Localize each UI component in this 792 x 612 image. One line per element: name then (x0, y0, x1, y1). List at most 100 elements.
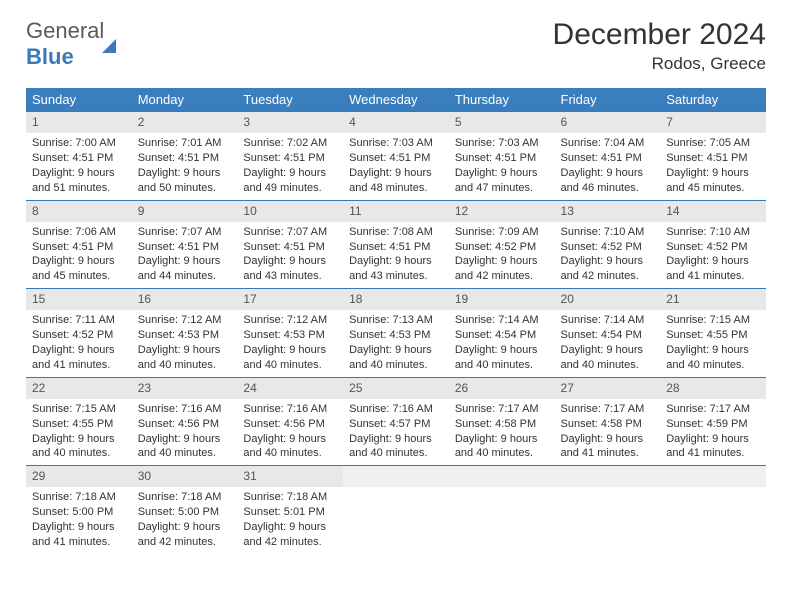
calendar-head: SundayMondayTuesdayWednesdayThursdayFrid… (26, 88, 766, 112)
calendar-day-cell: 14Sunrise: 7:10 AMSunset: 4:52 PMDayligh… (660, 200, 766, 289)
calendar-day-cell: 5Sunrise: 7:03 AMSunset: 4:51 PMDaylight… (449, 112, 555, 201)
day-number-bar: 9 (132, 201, 238, 222)
day-content: Sunrise: 7:18 AMSunset: 5:01 PMDaylight:… (237, 487, 343, 553)
day-content: Sunrise: 7:02 AMSunset: 4:51 PMDaylight:… (237, 133, 343, 199)
calendar-week-row: 1Sunrise: 7:00 AMSunset: 4:51 PMDaylight… (26, 112, 766, 201)
day-content: Sunrise: 7:17 AMSunset: 4:58 PMDaylight:… (555, 399, 661, 465)
day-number-bar: 6 (555, 112, 661, 133)
day-content: Sunrise: 7:06 AMSunset: 4:51 PMDaylight:… (26, 222, 132, 288)
calendar-day-cell: 13Sunrise: 7:10 AMSunset: 4:52 PMDayligh… (555, 200, 661, 289)
day-number-bar: 3 (237, 112, 343, 133)
calendar-day-cell: 24Sunrise: 7:16 AMSunset: 4:56 PMDayligh… (237, 377, 343, 466)
day-number-bar: 21 (660, 289, 766, 310)
day-content: Sunrise: 7:04 AMSunset: 4:51 PMDaylight:… (555, 133, 661, 199)
calendar-day-cell: 22Sunrise: 7:15 AMSunset: 4:55 PMDayligh… (26, 377, 132, 466)
day-content: Sunrise: 7:03 AMSunset: 4:51 PMDaylight:… (449, 133, 555, 199)
day-number-bar: 19 (449, 289, 555, 310)
day-number-bar: 4 (343, 112, 449, 133)
calendar-day-cell: 26Sunrise: 7:17 AMSunset: 4:58 PMDayligh… (449, 377, 555, 466)
day-number-bar: 8 (26, 201, 132, 222)
day-number-bar (555, 466, 661, 487)
day-header: Sunday (26, 88, 132, 112)
day-content: Sunrise: 7:17 AMSunset: 4:58 PMDaylight:… (449, 399, 555, 465)
day-number-bar: 28 (660, 378, 766, 399)
day-content: Sunrise: 7:10 AMSunset: 4:52 PMDaylight:… (660, 222, 766, 288)
calendar-day-cell: 28Sunrise: 7:17 AMSunset: 4:59 PMDayligh… (660, 377, 766, 466)
day-number-bar: 30 (132, 466, 238, 487)
logo: General Blue (26, 18, 116, 70)
day-content: Sunrise: 7:15 AMSunset: 4:55 PMDaylight:… (660, 310, 766, 376)
day-number-bar: 2 (132, 112, 238, 133)
day-content: Sunrise: 7:00 AMSunset: 4:51 PMDaylight:… (26, 133, 132, 199)
day-content: Sunrise: 7:07 AMSunset: 4:51 PMDaylight:… (132, 222, 238, 288)
day-number-bar (449, 466, 555, 487)
day-number-bar: 16 (132, 289, 238, 310)
day-content (660, 487, 766, 537)
calendar-day-cell: 15Sunrise: 7:11 AMSunset: 4:52 PMDayligh… (26, 289, 132, 378)
day-content: Sunrise: 7:11 AMSunset: 4:52 PMDaylight:… (26, 310, 132, 376)
calendar-day-cell: 12Sunrise: 7:09 AMSunset: 4:52 PMDayligh… (449, 200, 555, 289)
day-content: Sunrise: 7:16 AMSunset: 4:56 PMDaylight:… (237, 399, 343, 465)
calendar-day-cell: 30Sunrise: 7:18 AMSunset: 5:00 PMDayligh… (132, 466, 238, 554)
calendar-day-cell: 20Sunrise: 7:14 AMSunset: 4:54 PMDayligh… (555, 289, 661, 378)
calendar-day-cell: 21Sunrise: 7:15 AMSunset: 4:55 PMDayligh… (660, 289, 766, 378)
calendar-day-cell: 17Sunrise: 7:12 AMSunset: 4:53 PMDayligh… (237, 289, 343, 378)
calendar-day-cell: 7Sunrise: 7:05 AMSunset: 4:51 PMDaylight… (660, 112, 766, 201)
calendar-day-cell: 4Sunrise: 7:03 AMSunset: 4:51 PMDaylight… (343, 112, 449, 201)
day-content: Sunrise: 7:18 AMSunset: 5:00 PMDaylight:… (132, 487, 238, 553)
calendar-day-cell: 6Sunrise: 7:04 AMSunset: 4:51 PMDaylight… (555, 112, 661, 201)
title-block: December 2024 Rodos, Greece (553, 18, 766, 74)
day-content: Sunrise: 7:17 AMSunset: 4:59 PMDaylight:… (660, 399, 766, 465)
day-header: Friday (555, 88, 661, 112)
day-number-bar: 24 (237, 378, 343, 399)
calendar-day-cell: 8Sunrise: 7:06 AMSunset: 4:51 PMDaylight… (26, 200, 132, 289)
logo-triangle-icon (102, 14, 116, 53)
calendar-table: SundayMondayTuesdayWednesdayThursdayFrid… (26, 88, 766, 554)
day-header: Wednesday (343, 88, 449, 112)
day-content: Sunrise: 7:15 AMSunset: 4:55 PMDaylight:… (26, 399, 132, 465)
day-content: Sunrise: 7:09 AMSunset: 4:52 PMDaylight:… (449, 222, 555, 288)
day-content: Sunrise: 7:01 AMSunset: 4:51 PMDaylight:… (132, 133, 238, 199)
calendar-day-cell: 11Sunrise: 7:08 AMSunset: 4:51 PMDayligh… (343, 200, 449, 289)
day-number-bar: 14 (660, 201, 766, 222)
day-number-bar (343, 466, 449, 487)
day-content: Sunrise: 7:18 AMSunset: 5:00 PMDaylight:… (26, 487, 132, 553)
day-header: Monday (132, 88, 238, 112)
day-content: Sunrise: 7:10 AMSunset: 4:52 PMDaylight:… (555, 222, 661, 288)
day-number-bar: 26 (449, 378, 555, 399)
day-number-bar: 7 (660, 112, 766, 133)
day-number-bar: 27 (555, 378, 661, 399)
calendar-week-row: 22Sunrise: 7:15 AMSunset: 4:55 PMDayligh… (26, 377, 766, 466)
day-number-bar: 10 (237, 201, 343, 222)
calendar-day-cell: 1Sunrise: 7:00 AMSunset: 4:51 PMDaylight… (26, 112, 132, 201)
day-number-bar: 1 (26, 112, 132, 133)
location-label: Rodos, Greece (553, 54, 766, 74)
day-content (555, 487, 661, 537)
day-content: Sunrise: 7:12 AMSunset: 4:53 PMDaylight:… (132, 310, 238, 376)
day-header: Tuesday (237, 88, 343, 112)
day-content: Sunrise: 7:16 AMSunset: 4:57 PMDaylight:… (343, 399, 449, 465)
day-number-bar: 15 (26, 289, 132, 310)
day-content: Sunrise: 7:08 AMSunset: 4:51 PMDaylight:… (343, 222, 449, 288)
day-number-bar: 13 (555, 201, 661, 222)
calendar-day-cell: 18Sunrise: 7:13 AMSunset: 4:53 PMDayligh… (343, 289, 449, 378)
calendar-week-row: 29Sunrise: 7:18 AMSunset: 5:00 PMDayligh… (26, 466, 766, 554)
day-number-bar: 18 (343, 289, 449, 310)
day-number-bar: 20 (555, 289, 661, 310)
calendar-day-cell: 3Sunrise: 7:02 AMSunset: 4:51 PMDaylight… (237, 112, 343, 201)
day-content: Sunrise: 7:03 AMSunset: 4:51 PMDaylight:… (343, 133, 449, 199)
calendar-day-cell (343, 466, 449, 554)
logo-part1: General (26, 18, 104, 43)
day-content (449, 487, 555, 537)
calendar-day-cell: 27Sunrise: 7:17 AMSunset: 4:58 PMDayligh… (555, 377, 661, 466)
page-header: General Blue December 2024 Rodos, Greece (26, 18, 766, 74)
day-content: Sunrise: 7:13 AMSunset: 4:53 PMDaylight:… (343, 310, 449, 376)
calendar-day-cell (555, 466, 661, 554)
calendar-day-cell: 31Sunrise: 7:18 AMSunset: 5:01 PMDayligh… (237, 466, 343, 554)
day-content: Sunrise: 7:14 AMSunset: 4:54 PMDaylight:… (555, 310, 661, 376)
calendar-day-cell: 16Sunrise: 7:12 AMSunset: 4:53 PMDayligh… (132, 289, 238, 378)
month-title: December 2024 (553, 18, 766, 52)
day-number-bar: 23 (132, 378, 238, 399)
calendar-week-row: 15Sunrise: 7:11 AMSunset: 4:52 PMDayligh… (26, 289, 766, 378)
calendar-day-cell: 25Sunrise: 7:16 AMSunset: 4:57 PMDayligh… (343, 377, 449, 466)
